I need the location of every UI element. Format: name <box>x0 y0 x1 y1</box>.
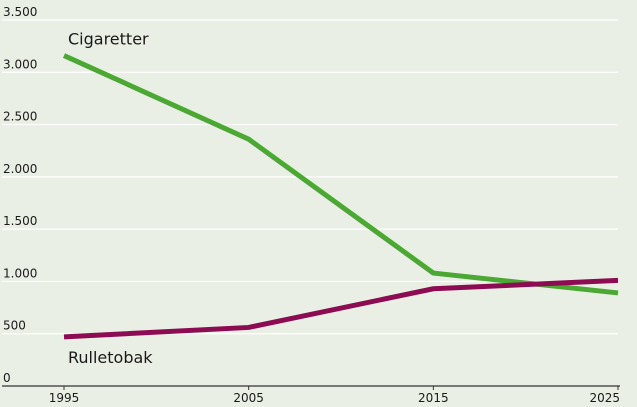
y-tick-label: 500 <box>3 319 26 333</box>
line <box>62 53 619 296</box>
y-tick-label: 3.000 <box>3 57 37 71</box>
y-tick-label: 2.000 <box>3 162 37 176</box>
line <box>63 277 619 340</box>
y-tick-label: 0 <box>3 371 11 385</box>
x-tick-label: 1995 <box>49 391 80 405</box>
legend-label: Rulletobak <box>68 348 153 367</box>
y-tick-label: 2.500 <box>3 110 37 124</box>
x-tick-label: 2015 <box>418 391 449 405</box>
y-tick-label: 1.500 <box>3 214 37 228</box>
y-tick-label: 1.000 <box>3 266 37 280</box>
y-tick-label: 3.500 <box>3 5 37 19</box>
x-tick-label: 2025 <box>589 391 620 405</box>
x-tick-label: 2005 <box>233 391 264 405</box>
legend-label: Cigaretter <box>68 30 149 49</box>
